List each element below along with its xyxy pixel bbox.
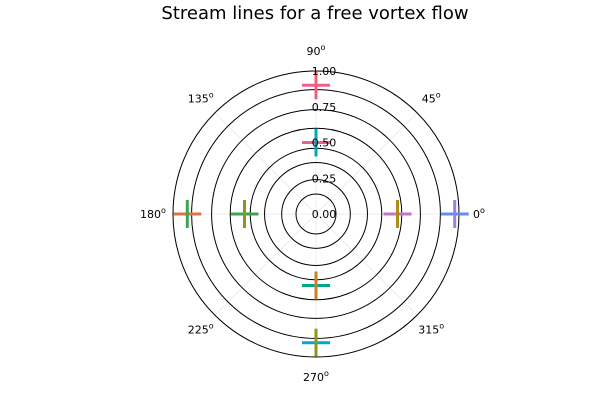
radial-tick-label: 1.00	[312, 65, 337, 78]
chart-title: Stream lines for a free vortex flow	[161, 3, 468, 24]
angular-gridline	[214, 213, 317, 316]
cross-marker	[302, 328, 330, 357]
cross-marker	[302, 128, 330, 157]
cross-marker	[230, 200, 259, 228]
angular-gridline	[214, 112, 317, 215]
radial-tick-label: 0.25	[312, 172, 337, 185]
angular-tick-label: 180o	[140, 206, 166, 221]
angular-tick-label: 90o	[307, 43, 326, 58]
angular-tick-label: 270o	[303, 369, 329, 384]
radial-tick-label: 0.00	[312, 208, 337, 221]
radial-tick-label: 0.50	[312, 137, 337, 150]
stream-line	[211, 109, 421, 319]
angular-tick-label: 315o	[418, 321, 444, 336]
cross-marker	[383, 200, 412, 228]
stream-line	[295, 193, 337, 235]
angular-tick-label: 45o	[422, 91, 441, 106]
cross-marker	[173, 200, 202, 228]
stream-line	[264, 162, 368, 266]
cross-marker	[440, 200, 469, 228]
cross-marker	[302, 271, 330, 300]
cross-marker	[302, 71, 330, 100]
angular-tick-label: 135o	[188, 91, 214, 106]
stream-line	[281, 179, 351, 249]
angular-gridline	[315, 112, 418, 215]
angular-tick-label: 225o	[188, 321, 214, 336]
tick-labels: 0.00 0.25 0.50 0.75 1.00 0o 45o 90o 135o 180o 225o…	[140, 43, 485, 384]
angular-gridline	[315, 213, 418, 316]
radial-tick-label: 0.75	[312, 101, 337, 114]
cross-markers	[173, 71, 469, 357]
angular-tick-label: 0o	[473, 206, 485, 221]
